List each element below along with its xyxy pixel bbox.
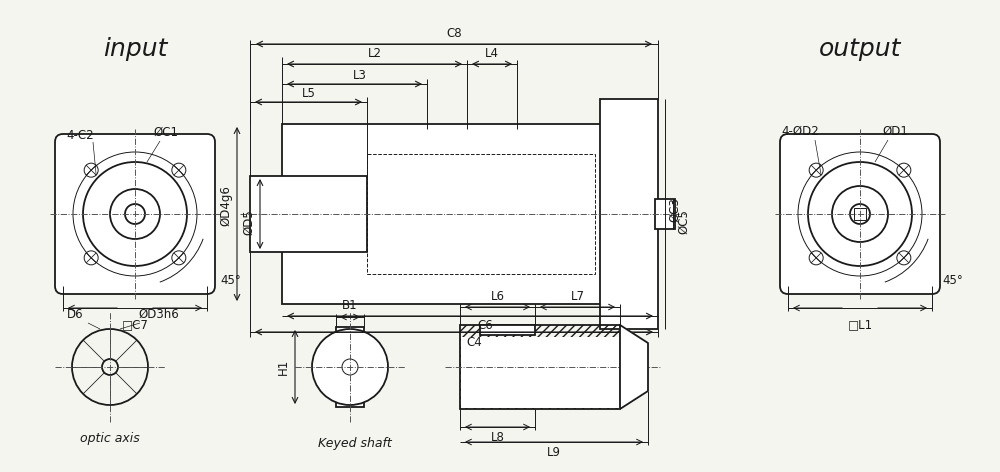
FancyBboxPatch shape [780,134,940,294]
Text: Keyed shaft: Keyed shaft [318,437,392,450]
Text: L4: L4 [485,47,499,60]
Text: C6: C6 [477,319,493,332]
Text: L8: L8 [491,431,504,444]
Bar [282,124,655,304]
Text: 45°: 45° [220,274,241,287]
Text: input: input [103,37,167,61]
Bar [461,337,619,408]
Text: □L1: □L1 [847,318,873,331]
Text: B1: B1 [342,299,358,312]
Text: ØC5: ØC5 [677,210,690,235]
Polygon shape [620,325,648,409]
Bar [854,208,866,220]
Bar [480,325,535,335]
Text: D6: D6 [67,308,83,321]
Bar [600,99,658,329]
Text: ØD1: ØD1 [882,125,908,138]
Text: C4: C4 [466,336,482,349]
Text: output: output [819,37,901,61]
Bar [336,327,364,407]
Text: ØD5: ØD5 [242,209,255,235]
Circle shape [312,329,388,405]
Text: L9: L9 [547,446,561,459]
Text: L5: L5 [302,87,315,100]
Bar [250,176,367,252]
Text: ØC3: ØC3 [668,198,681,222]
Bar [655,199,675,229]
Text: L7: L7 [570,290,584,303]
Text: 4-ØD2: 4-ØD2 [781,125,819,138]
Text: optic axis: optic axis [80,432,140,445]
Text: 4-C2: 4-C2 [66,129,94,142]
Text: ØC1: ØC1 [153,126,178,139]
Text: L2: L2 [368,47,382,60]
Bar [367,154,595,274]
Text: □C7: □C7 [122,318,148,331]
Text: H1: H1 [277,359,290,375]
Text: L6: L6 [490,290,504,303]
Text: ØD4g6: ØD4g6 [219,185,232,227]
Text: ØD3h6: ØD3h6 [138,308,179,321]
Text: 45°: 45° [942,274,963,287]
Text: C8: C8 [446,27,462,40]
FancyBboxPatch shape [55,134,215,294]
Text: L3: L3 [353,69,366,82]
Bar [460,325,620,409]
